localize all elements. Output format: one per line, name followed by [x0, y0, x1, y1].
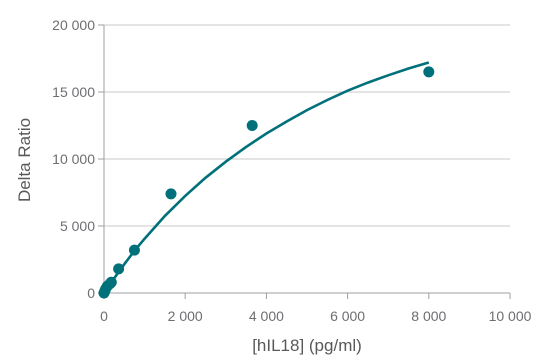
x-axis-title: [hIL18] (pg/ml): [252, 336, 362, 355]
grid-lines: [104, 24, 510, 227]
y-tick-label: 10 000: [52, 151, 95, 167]
y-tick-label: 15 000: [52, 84, 95, 100]
x-tick-label: 8 000: [411, 308, 446, 324]
data-point: [128, 244, 140, 256]
y-tick-label: 0: [87, 285, 95, 301]
x-tick-label: 4 000: [249, 308, 284, 324]
y-axis-ticks: 0 5 000 10 000 15 000 20 000: [52, 17, 104, 301]
x-tick-label: 6 000: [330, 308, 365, 324]
fit-curve: [102, 61, 430, 294]
data-point: [165, 188, 177, 200]
y-tick-label: 20 000: [52, 17, 95, 33]
data-points: [98, 66, 435, 299]
data-point: [246, 120, 258, 131]
data-point: [113, 263, 125, 275]
x-tick-label: 2 000: [168, 308, 203, 324]
x-axis-ticks: 0 2 000 4 000 6 000 8 000 10 000: [100, 293, 532, 324]
data-point: [423, 66, 435, 78]
data-point: [105, 276, 117, 288]
y-tick-label: 5 000: [60, 218, 95, 234]
y-axis-title: Delta Ratio: [15, 118, 34, 202]
x-tick-label: 10 000: [489, 308, 532, 324]
x-tick-label: 0: [100, 308, 108, 324]
